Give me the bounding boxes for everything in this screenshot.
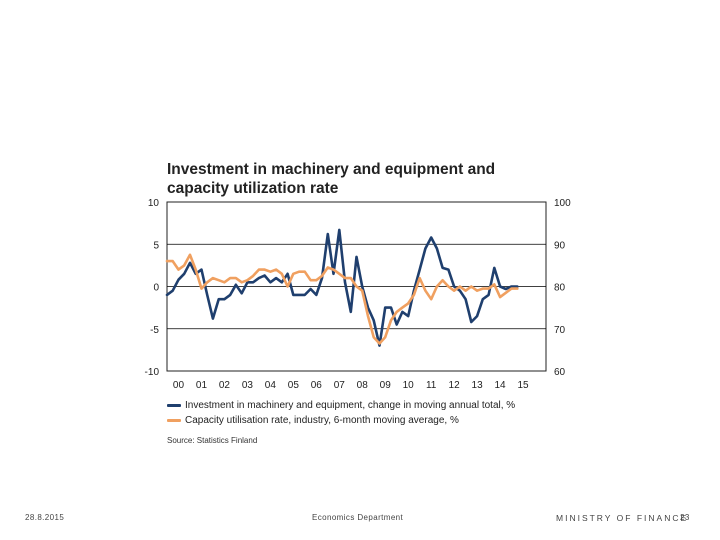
y-left-tick-label: 10 — [148, 198, 160, 209]
x-tick-label: 12 — [449, 380, 461, 391]
x-tick-label: 08 — [357, 380, 369, 391]
y-right-tick-label: 60 — [554, 367, 566, 378]
chart-title: Investment in machinery and equipment an… — [167, 161, 496, 197]
footer-department: Economics Department — [312, 513, 404, 522]
legend-item-capacity: Capacity utilisation rate, industry, 6-m… — [167, 415, 459, 426]
x-tick-label: 14 — [494, 380, 506, 391]
x-tick-label: 03 — [242, 380, 254, 391]
y-left-tick-label: 5 — [153, 240, 159, 251]
x-tick-label: 10 — [403, 380, 415, 391]
y-left-tick-label: 0 — [153, 283, 159, 294]
x-tick-label: 06 — [311, 380, 323, 391]
legend-label-capacity: Capacity utilisation rate, industry, 6-m… — [185, 415, 459, 426]
y-right-tick-label: 90 — [554, 240, 566, 251]
series-line-investment — [165, 228, 519, 347]
y-left-tick-label: -5 — [150, 325, 159, 336]
legend-swatch-capacity — [167, 419, 181, 422]
x-tick-label: 13 — [472, 380, 484, 391]
series-line-capacity — [165, 253, 519, 345]
page-number: 23 — [680, 513, 690, 522]
x-tick-label: 09 — [380, 380, 392, 391]
x-tick-label: 00 — [173, 380, 185, 391]
x-tick-label: 01 — [196, 380, 208, 391]
footer-date: 28.8.2015 — [25, 513, 65, 522]
legend-label-investment: Investment in machinery and equipment, c… — [185, 400, 516, 411]
x-tick-label: 02 — [219, 380, 231, 391]
x-tick-label: 11 — [426, 380, 437, 391]
legend-item-investment: Investment in machinery and equipment, c… — [167, 400, 515, 411]
y-right-tick-label: 100 — [554, 198, 571, 209]
y-right-tick-label: 80 — [554, 283, 566, 294]
x-tick-label: 15 — [517, 380, 529, 391]
x-tick-label: 04 — [265, 380, 277, 391]
y-right-tick-label: 70 — [554, 325, 566, 336]
x-tick-label: 07 — [334, 380, 346, 391]
chart-source: Source: Statistics Finland — [167, 436, 258, 445]
legend-swatch-investment — [167, 404, 181, 407]
footer-organization: MINISTRY OF FINANCE — [556, 513, 689, 523]
y-left-tick-label: -10 — [145, 367, 160, 378]
x-tick-label: 05 — [288, 380, 300, 391]
